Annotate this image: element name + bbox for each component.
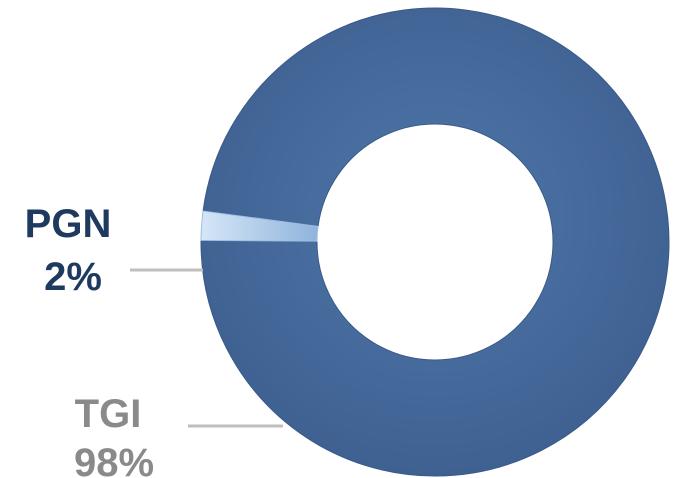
tgi-value-label: 98% (74, 441, 154, 478)
donut-slices (200, 7, 670, 477)
pgn-category-label: PGN (25, 202, 112, 246)
pgn-value-label: 2% (44, 255, 102, 299)
pgn-slice (200, 210, 319, 242)
tgi-category-label: TGI (75, 392, 142, 436)
tgi-slice (200, 7, 670, 477)
